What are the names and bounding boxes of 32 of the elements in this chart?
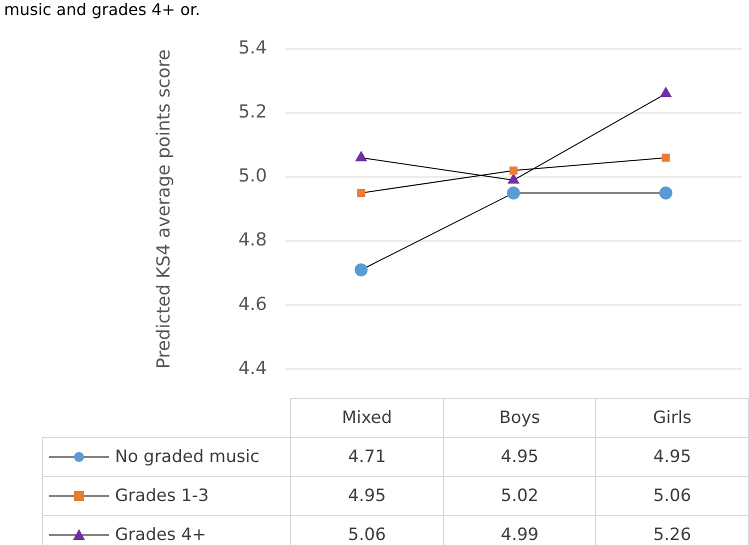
point — [354, 263, 368, 276]
legend-label: Grades 4+ — [42, 516, 291, 545]
point — [507, 186, 520, 200]
point — [662, 154, 670, 162]
x-tick-label: Boys — [443, 398, 596, 438]
point — [659, 186, 672, 200]
data-label: 4.95 — [596, 438, 748, 476]
legend-label: Grades 1-3 — [42, 476, 291, 516]
point — [509, 166, 518, 175]
data-label: 5.06 — [290, 516, 444, 545]
point — [355, 151, 367, 162]
y-axis-title: Predicted KS4 average points score — [153, 49, 174, 369]
y-tick-label: 4.4 — [238, 358, 267, 379]
y-tick-label: 5.2 — [238, 102, 267, 123]
x-tick-label: Girls — [596, 398, 748, 438]
y-tick-label: 4.6 — [238, 294, 267, 315]
point — [660, 87, 672, 98]
x-tick-label: Mixed — [290, 398, 444, 438]
data-label: 4.99 — [443, 516, 596, 545]
y-tick-label: 4.8 — [238, 230, 267, 251]
y-tick-label: 5.4 — [238, 37, 267, 58]
data-label: 5.02 — [443, 476, 596, 516]
point — [357, 188, 366, 198]
text: music and grades 4+ or. — [3, 0, 202, 20]
data-label: 5.26 — [596, 516, 748, 545]
data-label: 5.06 — [596, 476, 748, 516]
data-label: 4.95 — [443, 438, 596, 476]
data-label: 4.95 — [290, 476, 444, 516]
data-label: 4.71 — [290, 438, 444, 476]
point — [508, 174, 520, 184]
legend-label: No graded music — [42, 438, 291, 476]
y-tick-label: 5.0 — [238, 166, 267, 187]
